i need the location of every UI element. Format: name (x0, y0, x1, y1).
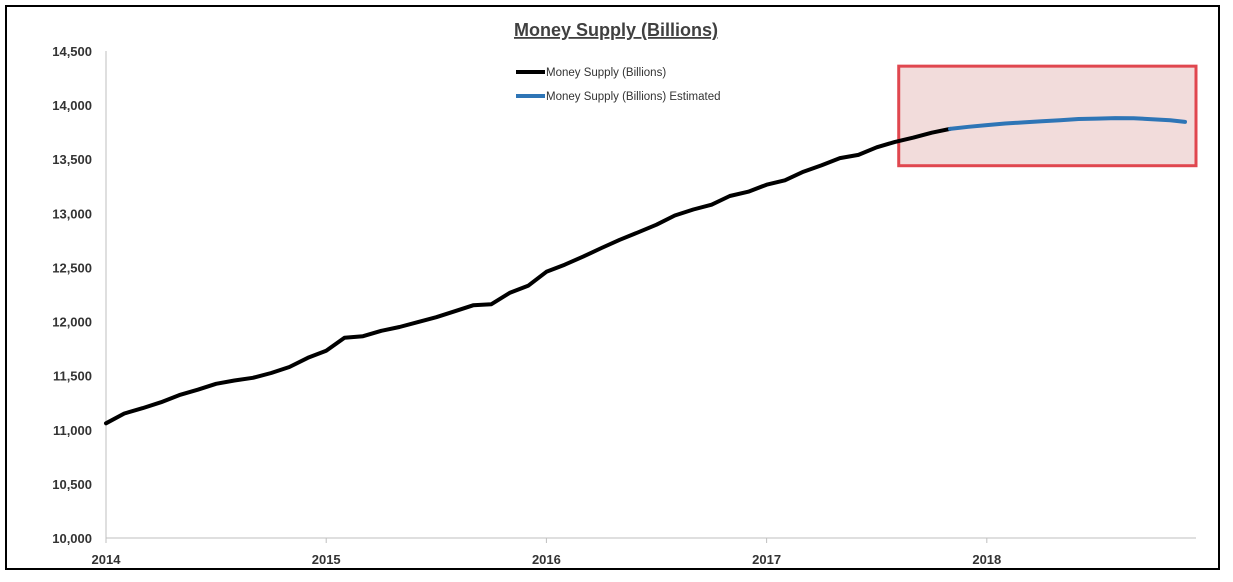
y-axis-ticks: 10,000 10,500 11,000 11,500 12,000 12,500 13,0… (52, 44, 92, 546)
y-tick-label: 10,000 (52, 531, 92, 546)
x-tick-label: 2016 (532, 552, 561, 567)
series-layer (104, 116, 1187, 426)
highlight-layer (897, 64, 1198, 168)
y-tick-label: 14,500 (52, 44, 92, 59)
x-tick-label: 2015 (312, 552, 341, 567)
x-tick-label: 2014 (92, 552, 122, 567)
x-tick-label: 2017 (752, 552, 781, 567)
legend-label: Money Supply (Billions) Estimated (546, 91, 721, 103)
y-tick-label: 13,500 (52, 152, 92, 167)
y-tick-label: 12,000 (52, 315, 92, 330)
legend-label: Money Supply (Billions) (546, 67, 666, 79)
series-line-estimated (948, 116, 1187, 131)
x-axis-ticks: 2014 2015 2016 2017 2018 (92, 538, 1001, 567)
y-tick-label: 11,000 (53, 423, 92, 438)
y-tick-label: 12,500 (52, 260, 92, 275)
y-tick-label: 11,500 (53, 369, 92, 384)
series-line-actual (104, 126, 952, 426)
axis-layer (105, 51, 1196, 539)
legend: Money Supply (Billions) Money Supply (Bil… (516, 67, 721, 103)
x-tick-label: 2018 (972, 552, 1001, 567)
y-tick-label: 13,000 (52, 206, 92, 221)
y-tick-label: 10,500 (52, 477, 92, 492)
highlight-box (897, 64, 1198, 168)
chart-title: Money Supply (Billions) (514, 20, 718, 40)
y-tick-label: 14,000 (52, 98, 92, 113)
